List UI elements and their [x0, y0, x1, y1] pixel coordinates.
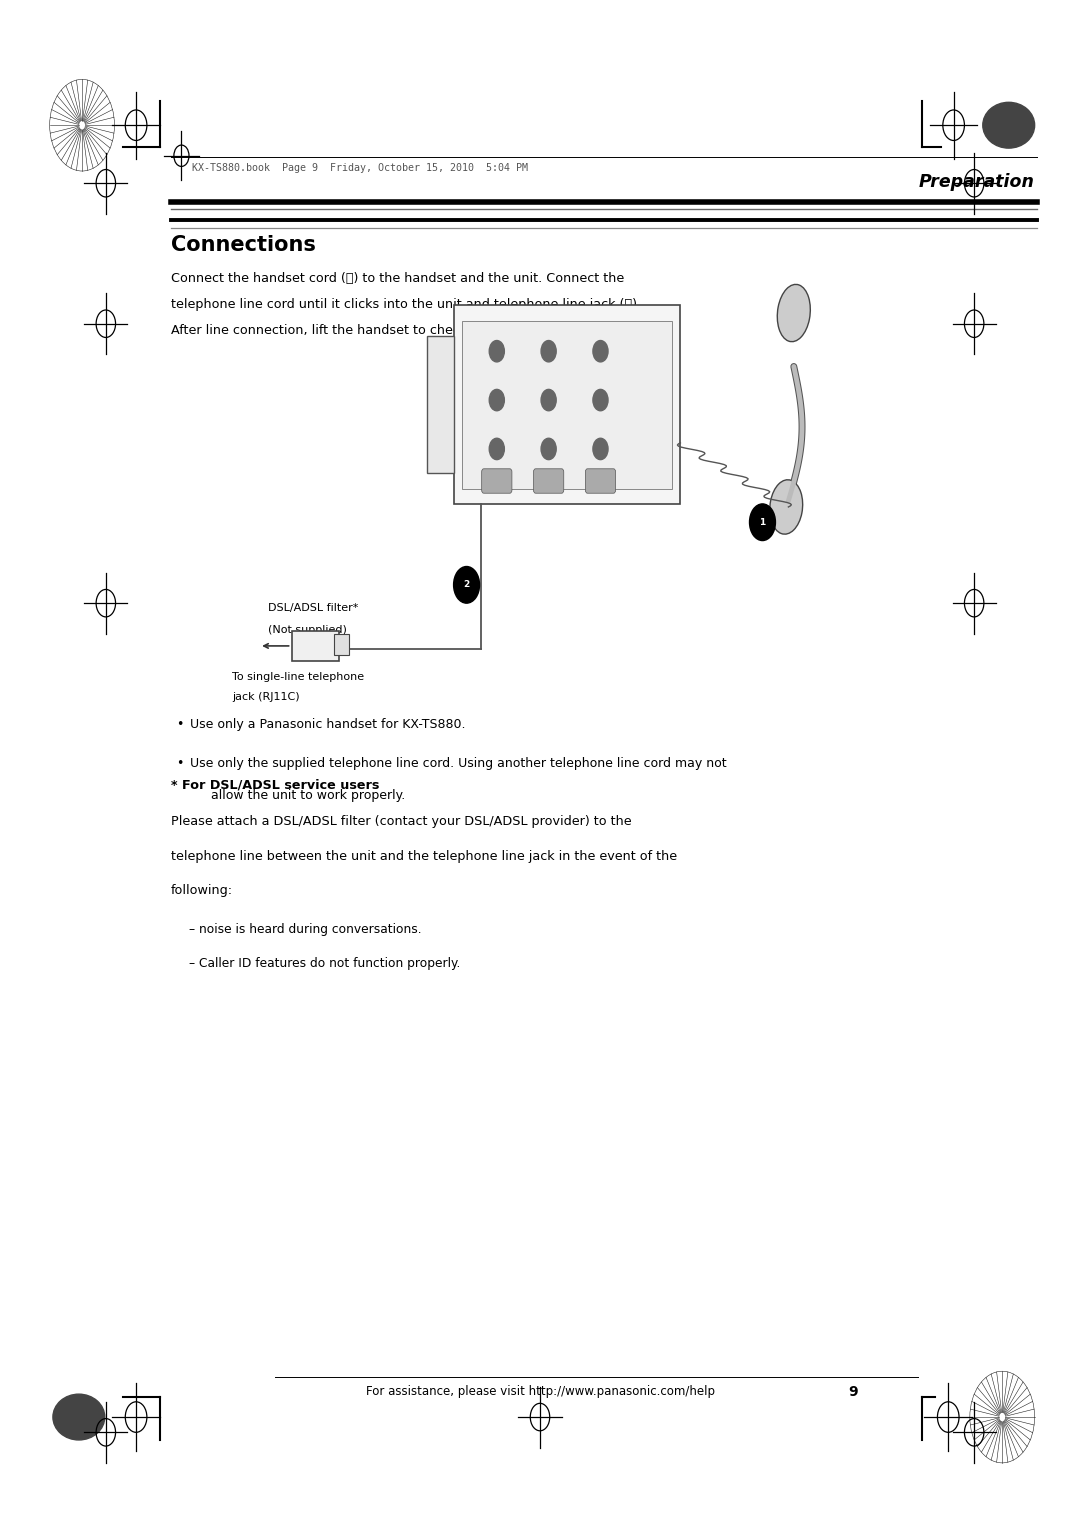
Ellipse shape	[778, 284, 810, 342]
FancyBboxPatch shape	[482, 469, 512, 493]
Text: 9: 9	[848, 1385, 858, 1399]
Text: – Caller ID features do not function properly.: – Caller ID features do not function pro…	[189, 957, 460, 970]
Circle shape	[489, 341, 504, 362]
Text: following:: following:	[171, 884, 233, 896]
Text: Use only a Panasonic handset for KX-TS880.: Use only a Panasonic handset for KX-TS88…	[190, 718, 465, 731]
FancyBboxPatch shape	[462, 321, 672, 489]
FancyBboxPatch shape	[334, 634, 349, 655]
Text: •: •	[176, 718, 184, 731]
Text: 2: 2	[463, 580, 470, 589]
Circle shape	[593, 341, 608, 362]
Text: Connect the handset cord (ⓘ) to the handset and the unit. Connect the: Connect the handset cord (ⓘ) to the hand…	[171, 272, 624, 286]
FancyBboxPatch shape	[427, 336, 454, 473]
Text: * For DSL/ADSL service users: * For DSL/ADSL service users	[171, 779, 379, 793]
Text: •: •	[176, 757, 184, 770]
FancyBboxPatch shape	[454, 305, 680, 504]
Text: telephone line cord until it clicks into the unit and telephone line jack (ⓙ).: telephone line cord until it clicks into…	[171, 298, 640, 312]
Text: Please attach a DSL/ADSL filter (contact your DSL/ADSL provider) to the: Please attach a DSL/ADSL filter (contact…	[171, 815, 632, 829]
Text: allow the unit to work properly.: allow the unit to work properly.	[211, 788, 405, 802]
Text: – noise is heard during conversations.: – noise is heard during conversations.	[189, 922, 421, 936]
FancyBboxPatch shape	[292, 631, 339, 661]
Circle shape	[489, 389, 504, 411]
Text: After line connection, lift the handset to check for a dial tone.: After line connection, lift the handset …	[171, 324, 565, 337]
Text: DSL/ADSL filter*: DSL/ADSL filter*	[268, 603, 359, 614]
Text: Preparation: Preparation	[919, 173, 1035, 191]
Circle shape	[750, 504, 775, 541]
Circle shape	[593, 389, 608, 411]
FancyBboxPatch shape	[534, 469, 564, 493]
Text: telephone line between the unit and the telephone line jack in the event of the: telephone line between the unit and the …	[171, 849, 677, 863]
Text: (Not supplied): (Not supplied)	[268, 625, 347, 635]
Text: KX-TS880.book  Page 9  Friday, October 15, 2010  5:04 PM: KX-TS880.book Page 9 Friday, October 15,…	[192, 163, 528, 174]
Text: Connections: Connections	[171, 235, 315, 255]
Ellipse shape	[983, 102, 1035, 148]
Text: For assistance, please visit http://www.panasonic.com/help: For assistance, please visit http://www.…	[365, 1385, 715, 1399]
Circle shape	[593, 438, 608, 460]
Circle shape	[541, 389, 556, 411]
Circle shape	[489, 438, 504, 460]
Text: jack (RJ11C): jack (RJ11C)	[232, 692, 300, 702]
Text: Use only the supplied telephone line cord. Using another telephone line cord may: Use only the supplied telephone line cor…	[190, 757, 727, 770]
Circle shape	[454, 567, 480, 603]
Ellipse shape	[53, 1394, 105, 1440]
Circle shape	[541, 438, 556, 460]
FancyBboxPatch shape	[585, 469, 616, 493]
Circle shape	[541, 341, 556, 362]
Text: 1: 1	[759, 518, 766, 527]
Ellipse shape	[770, 479, 802, 534]
Text: To single-line telephone: To single-line telephone	[232, 672, 364, 683]
